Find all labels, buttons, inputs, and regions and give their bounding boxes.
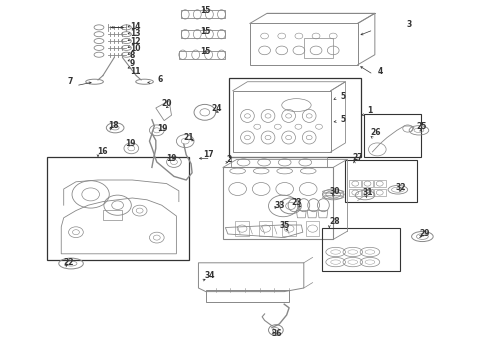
Text: 5: 5 [341, 115, 345, 124]
Text: 6: 6 [158, 75, 163, 84]
Text: 7: 7 [68, 77, 73, 86]
Text: 10: 10 [130, 44, 140, 53]
Bar [233, 91, 331, 152]
Text: 27: 27 [353, 153, 364, 162]
Text: 14: 14 [130, 22, 140, 31]
Bar [374, 180, 386, 187]
Text: 28: 28 [329, 217, 340, 226]
Text: 20: 20 [162, 99, 172, 108]
Text: 17: 17 [203, 150, 214, 159]
Text: 33: 33 [274, 201, 285, 210]
Text: 16: 16 [97, 147, 107, 156]
Bar [223, 167, 333, 239]
Text: 12: 12 [130, 37, 140, 46]
Text: 11: 11 [130, 67, 140, 76]
Bar [322, 228, 400, 271]
Bar [306, 221, 319, 236]
Text: 4: 4 [377, 67, 383, 76]
Text: 15: 15 [200, 27, 210, 36]
Text: 25: 25 [416, 122, 427, 131]
Text: 9: 9 [130, 59, 135, 68]
Text: 2: 2 [226, 155, 232, 164]
Text: 29: 29 [419, 229, 429, 238]
Bar [259, 221, 272, 236]
Bar [47, 157, 189, 260]
Bar [349, 180, 361, 187]
Bar [374, 189, 386, 196]
Text: 5: 5 [341, 92, 345, 101]
Text: 15: 15 [200, 6, 210, 15]
Bar [103, 210, 122, 220]
Bar [231, 157, 327, 167]
Text: 36: 36 [272, 329, 282, 338]
Bar [181, 10, 225, 18]
Text: 8: 8 [130, 51, 135, 60]
Text: 3: 3 [407, 20, 412, 29]
Bar [181, 30, 225, 38]
Text: 1: 1 [368, 106, 373, 115]
Bar [179, 51, 225, 59]
Text: 22: 22 [64, 258, 74, 267]
Bar [362, 189, 373, 196]
Text: 18: 18 [108, 121, 119, 130]
Text: 26: 26 [370, 128, 380, 137]
Text: 13: 13 [130, 29, 140, 38]
Bar [304, 38, 333, 58]
Text: 23: 23 [292, 198, 302, 207]
Bar [235, 221, 249, 236]
Bar [349, 189, 361, 196]
Text: 19: 19 [167, 154, 177, 163]
Text: 32: 32 [396, 183, 406, 192]
Text: 30: 30 [330, 187, 340, 196]
Bar [364, 114, 421, 157]
Text: 21: 21 [184, 133, 194, 142]
Text: 34: 34 [205, 271, 215, 280]
Bar [250, 23, 358, 65]
Text: 35: 35 [279, 221, 290, 230]
Text: 19: 19 [157, 124, 167, 133]
Bar [282, 221, 296, 236]
Bar [362, 180, 373, 187]
Text: 15: 15 [200, 47, 210, 56]
Text: 31: 31 [363, 188, 373, 197]
Text: 24: 24 [212, 104, 222, 113]
Bar [345, 160, 416, 202]
Bar [229, 78, 361, 157]
Text: 19: 19 [125, 139, 135, 148]
